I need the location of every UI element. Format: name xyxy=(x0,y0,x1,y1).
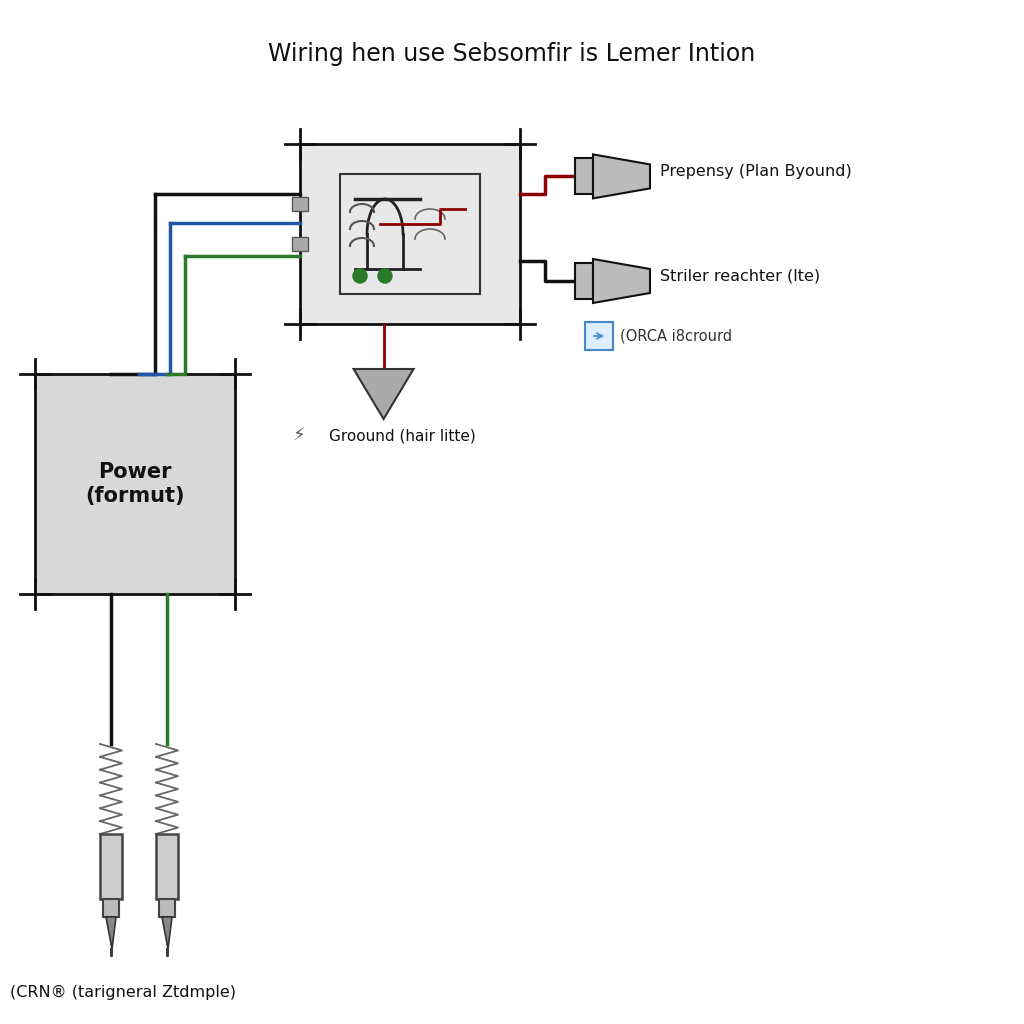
Bar xyxy=(575,263,593,299)
Circle shape xyxy=(378,269,392,283)
Bar xyxy=(300,144,520,324)
Text: Wiring hen use Sebsomfir is Lemer Intion: Wiring hen use Sebsomfir is Lemer Intion xyxy=(268,42,756,66)
Bar xyxy=(156,834,178,899)
Text: Groound (hair litte): Groound (hair litte) xyxy=(329,428,475,443)
Bar xyxy=(159,899,175,918)
Bar xyxy=(35,374,234,594)
Bar xyxy=(100,834,122,899)
Polygon shape xyxy=(593,259,650,303)
Text: ⚡: ⚡ xyxy=(292,427,305,445)
Polygon shape xyxy=(593,155,650,199)
Text: (ORCA i8crourd: (ORCA i8crourd xyxy=(620,329,732,343)
Polygon shape xyxy=(106,918,116,949)
Text: Striler reachter (lte): Striler reachter (lte) xyxy=(660,268,820,284)
Polygon shape xyxy=(353,369,414,419)
Circle shape xyxy=(353,269,367,283)
Bar xyxy=(292,197,308,211)
Text: (CRN® (tarigneral Ztdmple): (CRN® (tarigneral Ztdmple) xyxy=(10,984,236,999)
Text: Power
(formut): Power (formut) xyxy=(85,463,184,506)
Bar xyxy=(585,322,613,350)
Bar xyxy=(340,174,480,294)
Polygon shape xyxy=(162,918,172,949)
Text: Prepensy (Plan Byound): Prepensy (Plan Byound) xyxy=(660,164,852,179)
Bar xyxy=(292,237,308,251)
Bar xyxy=(103,899,119,918)
Bar xyxy=(575,159,593,195)
